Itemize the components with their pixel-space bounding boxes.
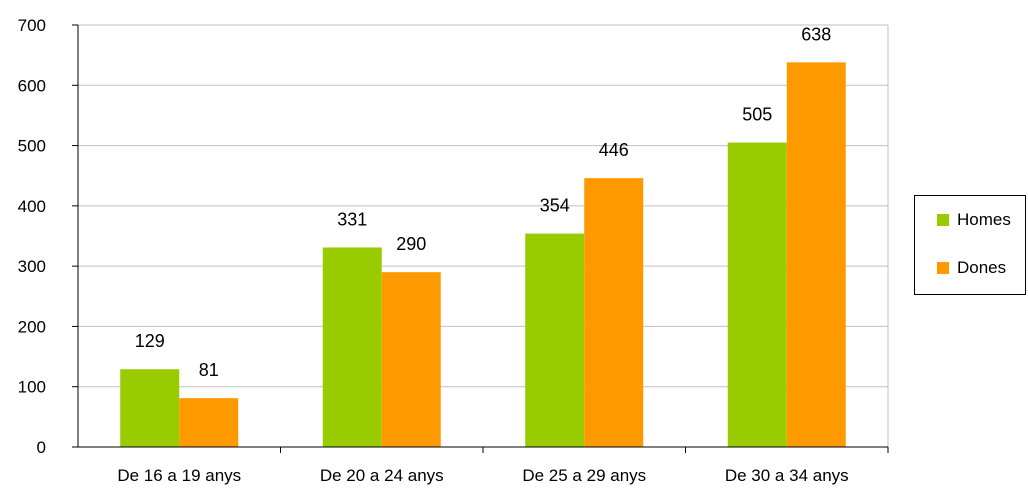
y-tick-labels: 0 100 200 300 400 500 600 700 [18,16,46,457]
x-tick-label: De 20 a 24 anys [320,466,444,485]
x-tick-label: De 16 a 19 anys [117,466,241,485]
y-tick-label: 400 [18,197,46,216]
bars [120,62,846,448]
bar-homes [727,142,787,448]
data-label-dones: 638 [801,24,831,44]
y-tick-label: 0 [37,438,46,457]
x-tick-label: De 30 a 34 anys [725,466,849,485]
y-tick-label: 700 [18,16,46,35]
y-tick-label: 300 [18,257,46,276]
legend-swatch-dones [937,262,949,274]
data-labels: 129 81 331 290 354 446 505 638 [135,24,832,380]
bar-dones [786,62,846,448]
bar-homes [525,233,585,447]
data-label-dones: 290 [396,234,426,254]
legend-label-dones: Dones [957,258,1007,277]
bar-homes [120,369,180,447]
data-label-homes: 129 [135,331,165,351]
x-tick-labels: De 16 a 19 anys De 20 a 24 anys De 25 a 29… [117,466,848,485]
data-label-homes: 331 [337,209,367,229]
bar-dones [179,398,239,447]
gridlines [78,24,889,447]
data-label-homes: 354 [540,196,570,216]
bar-dones [381,272,441,447]
y-tick-label: 100 [18,378,46,397]
x-tick-label: De 25 a 29 anys [522,466,646,485]
data-label-dones: 81 [199,360,219,380]
data-label-dones: 446 [599,140,629,160]
legend-item-dones: Dones [937,258,1006,278]
y-tick-label: 200 [18,317,46,336]
data-label-homes: 505 [742,105,772,125]
y-tick-label: 600 [18,76,46,95]
legend-item-homes: Homes [937,210,1011,230]
legend-swatch-homes [937,214,949,226]
axes [72,24,889,453]
legend-label-homes: Homes [957,210,1011,229]
y-tick-label: 500 [18,137,46,156]
bar-homes [322,247,382,447]
legend: Homes Dones [914,195,1026,295]
bar-dones [584,178,644,447]
